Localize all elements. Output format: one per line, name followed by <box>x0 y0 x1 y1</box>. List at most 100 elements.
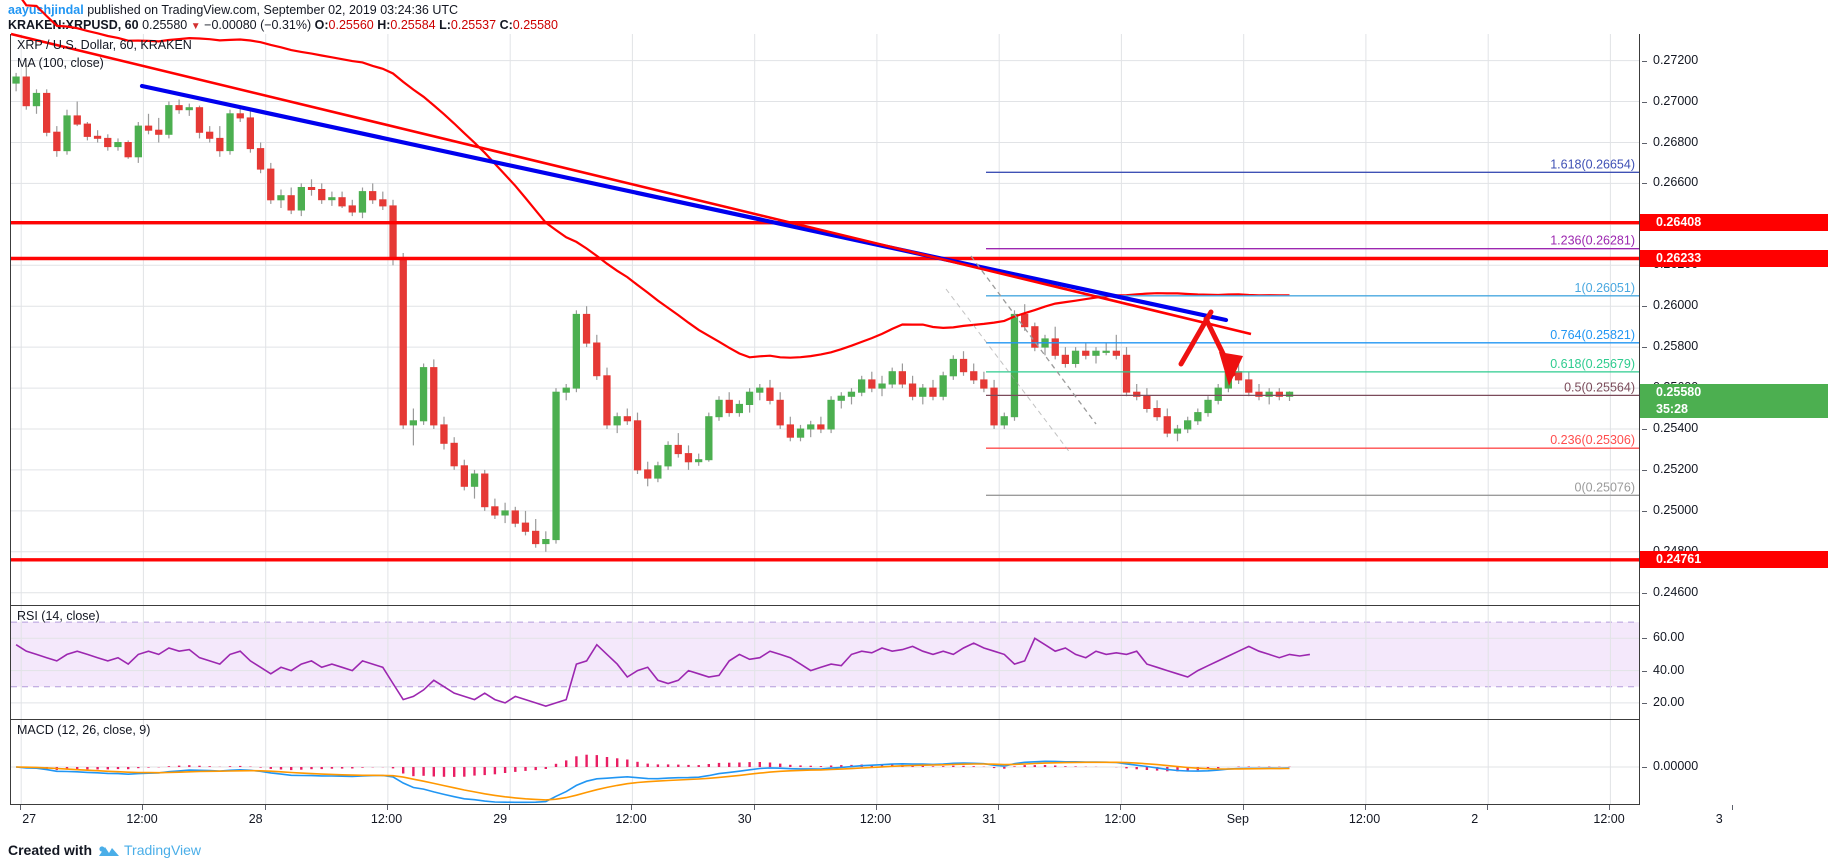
rsi-plot <box>11 606 1641 719</box>
open-value: 0.25560 <box>328 18 374 32</box>
last-price-badge: 0.25580 <box>1640 383 1828 401</box>
time-tick-label: 3 <box>1715 812 1723 826</box>
price-change: −0.00080 (−0.31%) <box>204 18 312 32</box>
time-tick-label: 2 <box>1471 812 1479 826</box>
macd-tick <box>1642 767 1647 768</box>
price-tick-label: 0.27000 <box>1653 93 1699 108</box>
macd-plot <box>11 720 1641 804</box>
rsi-tick-label: 20.00 <box>1653 694 1685 709</box>
price-tick <box>1642 347 1647 349</box>
time-tick-label: 12:00 <box>1593 812 1625 826</box>
chart-area[interactable]: XRP / U.S. Dollar, 60, KRAKEN MA (100, c… <box>0 0 1828 835</box>
price-plot: 1.618(0.26654) 1.236(0.26281) 1(0.26051) 0.… <box>10 0 1641 605</box>
price-tick <box>1642 429 1647 430</box>
price-tick <box>1642 306 1647 308</box>
time-tick <box>1731 805 1733 810</box>
close-label: C: <box>499 18 513 32</box>
ma-indicator-title: MA (100, close) <box>17 56 104 70</box>
time-tick-label: 12:00 <box>126 812 158 826</box>
rsi-tick <box>1642 670 1647 672</box>
price-tick-label: 0.25200 <box>1653 461 1699 476</box>
rsi-tick-label: 40.00 <box>1653 662 1685 677</box>
time-tick-label: 31 <box>982 812 997 826</box>
level-price-badge: 0.26233 <box>1640 250 1828 267</box>
time-tick <box>1120 805 1122 810</box>
author-name[interactable]: aayushjindal <box>8 3 84 17</box>
price-tick <box>1642 183 1647 185</box>
time-axis[interactable]: 27 12:00 28 12:00 29 12:00 30 12:00 31 12:00 Sep 12… <box>10 804 1733 835</box>
price-tick-label: 0.24600 <box>1653 584 1699 599</box>
price-tick-label: 0.26600 <box>1653 175 1699 190</box>
time-tick <box>386 805 388 810</box>
rsi-tick <box>1642 638 1647 640</box>
low-value: 0.25537 <box>450 18 497 32</box>
tradingview-brand-label: TradingView <box>124 842 202 858</box>
price-tick-label: 0.25800 <box>1653 339 1699 354</box>
quote-line: KRAKEN:XRPUSD, 60 0.25580 ▼ −0.00080 (−0… <box>8 18 558 32</box>
published-text: published on TradingView.com, September … <box>83 3 459 17</box>
down-triangle-icon: ▼ <box>190 21 201 32</box>
time-tick <box>509 805 511 810</box>
rsi-tick-label: 60.00 <box>1653 630 1685 645</box>
price-tick-label: 0.26800 <box>1653 134 1699 149</box>
level-price-badge: 0.26408 <box>1640 214 1828 232</box>
time-tick-label: 28 <box>248 812 263 826</box>
created-with-label: Created with <box>8 842 93 858</box>
time-tick-label: 12:00 <box>859 812 892 826</box>
time-tick-label: 12:00 <box>1348 812 1381 826</box>
tradingview-logo-icon <box>98 843 120 859</box>
fib-level-label: 0.764(0.25821) <box>1550 328 1635 342</box>
macd-tick-label: 0.00000 <box>1653 759 1699 773</box>
price-tick-label: 0.25000 <box>1653 502 1699 517</box>
time-tick <box>264 805 266 810</box>
open-label: O: <box>314 18 329 32</box>
macd-pane[interactable]: MACD (12, 26, close, 9) <box>10 720 1641 805</box>
countdown-badge: 35:28 <box>1640 401 1828 419</box>
time-tick-label: 30 <box>737 812 752 826</box>
time-tick <box>998 805 1000 810</box>
time-tick-label: 12:00 <box>615 812 647 826</box>
fib-level-label: 1.236(0.26281) <box>1550 234 1635 248</box>
high-value: 0.25584 <box>390 18 436 32</box>
price-axis[interactable]: 0.272000.270000.268000.266000.264000.262… <box>1639 34 1828 834</box>
time-tick <box>875 805 877 810</box>
publisher-line: aayushjindal published on TradingView.co… <box>8 3 458 17</box>
time-tick-label: 27 <box>22 812 37 826</box>
price-tick <box>1642 101 1647 103</box>
price-tick-label: 0.25400 <box>1653 421 1699 435</box>
fib-level-label: 1(0.26051) <box>1575 281 1635 295</box>
time-tick <box>1609 805 1611 810</box>
time-tick <box>753 805 755 810</box>
time-tick <box>20 805 22 810</box>
price-pane-title: XRP / U.S. Dollar, 60, KRAKEN <box>17 38 192 52</box>
chart-footer: Created with TradingView <box>0 834 1828 868</box>
time-tick <box>1364 805 1366 810</box>
rsi-tick <box>1642 702 1647 704</box>
fib-level-label: 0.236(0.25306) <box>1550 433 1635 447</box>
last-price: 0.25580 <box>142 18 188 32</box>
fib-level-label: 0.618(0.25679) <box>1550 357 1635 371</box>
price-tick-label: 0.27200 <box>1653 52 1699 67</box>
time-tick <box>631 805 633 810</box>
fib-level-label: 1.618(0.26654) <box>1550 157 1635 171</box>
symbol-label[interactable]: KRAKEN:XRPUSD, 60 <box>8 18 139 32</box>
time-tick-label: Sep <box>1226 812 1249 826</box>
price-tick <box>1642 60 1647 62</box>
fib-level-label: 0.5(0.25564) <box>1564 380 1635 394</box>
close-value: 0.25580 <box>512 18 558 32</box>
rsi-pane[interactable]: RSI (14, close) <box>10 606 1641 720</box>
fib-level-label: 0(0.25076) <box>1575 480 1635 494</box>
price-tick <box>1642 510 1647 512</box>
high-label: H: <box>377 18 391 32</box>
level-price-badge: 0.24761 <box>1640 551 1828 569</box>
time-tick-label: 12:00 <box>370 812 403 826</box>
rsi-indicator-title: RSI (14, close) <box>17 609 100 623</box>
time-tick-label: 12:00 <box>1104 812 1136 826</box>
time-tick <box>1242 805 1244 810</box>
price-pane[interactable]: XRP / U.S. Dollar, 60, KRAKEN MA (100, c… <box>10 0 1641 606</box>
price-tick <box>1642 142 1647 144</box>
price-tick <box>1642 592 1647 594</box>
low-label: L: <box>439 18 451 32</box>
time-tick <box>1487 805 1489 810</box>
chart-header: aayushjindal published on TradingView.co… <box>0 0 1828 34</box>
